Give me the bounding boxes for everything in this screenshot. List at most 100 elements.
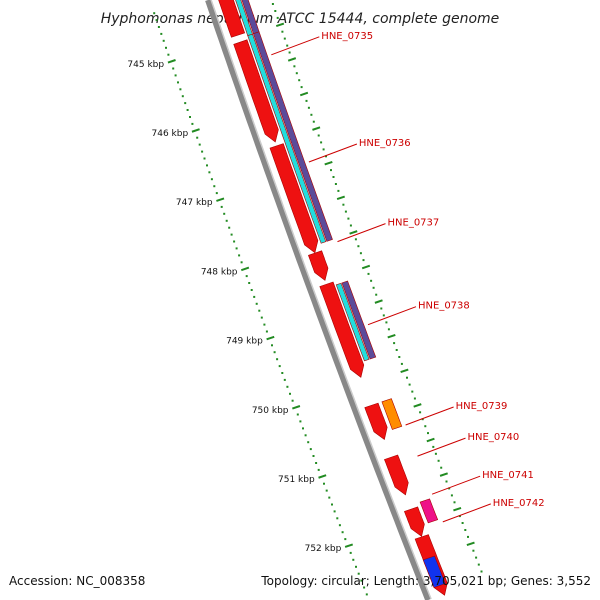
outer-tick xyxy=(439,472,448,477)
minor-tick xyxy=(307,441,310,444)
outer-minor-tick xyxy=(408,383,411,386)
purple-track-segment xyxy=(253,31,333,242)
kbp-label: 746 kbp xyxy=(152,129,189,139)
outer-minor-tick xyxy=(461,522,464,524)
minor-tick xyxy=(349,551,352,554)
major-tick xyxy=(191,128,200,133)
outer-minor-tick xyxy=(286,44,289,47)
minor-tick xyxy=(220,205,223,208)
minor-tick xyxy=(302,427,304,430)
gene-leader-line xyxy=(367,306,417,326)
minor-tick xyxy=(213,185,216,188)
minor-tick xyxy=(191,122,194,125)
outer-minor-tick xyxy=(298,79,301,82)
minor-tick xyxy=(157,26,160,28)
minor-tick xyxy=(365,593,368,596)
orange-feature xyxy=(381,398,403,430)
minor-tick xyxy=(323,482,325,485)
outer-minor-tick xyxy=(347,217,350,220)
outer-minor-tick xyxy=(458,515,461,518)
major-tick xyxy=(344,543,354,548)
cds-feature xyxy=(308,250,329,281)
outer-minor-tick xyxy=(467,535,469,538)
outer-minor-tick xyxy=(375,293,378,296)
outer-minor-tick xyxy=(472,549,475,552)
outer-minor-tick xyxy=(325,155,327,158)
outer-tick xyxy=(349,230,358,235)
minor-tick xyxy=(253,295,256,298)
kbp-label: 745 kbp xyxy=(127,60,164,70)
minor-tick xyxy=(233,240,236,243)
major-tick xyxy=(292,405,301,410)
minor-tick xyxy=(225,219,228,222)
outer-minor-tick xyxy=(317,134,320,137)
minor-tick xyxy=(174,74,177,77)
minor-tick xyxy=(258,309,261,312)
outer-minor-tick xyxy=(337,189,340,192)
outer-minor-tick xyxy=(432,445,435,448)
outer-minor-tick xyxy=(448,487,451,490)
outer-minor-tick xyxy=(320,141,323,144)
cyan-track-segment xyxy=(247,33,327,244)
outer-minor-tick xyxy=(398,356,401,358)
outer-minor-tick xyxy=(307,106,310,109)
minor-tick xyxy=(265,330,268,333)
minor-tick xyxy=(333,510,336,513)
minor-tick xyxy=(189,116,191,118)
minor-tick xyxy=(289,392,291,395)
kbp-label: 750 kbp xyxy=(252,406,289,416)
kbp-label: 751 kbp xyxy=(278,475,315,485)
outer-minor-tick xyxy=(445,480,448,483)
gene-label: HNE_0736 xyxy=(359,138,411,149)
kbp-label: 749 kbp xyxy=(226,337,263,347)
gene-labels: HNE_0735 HNE_0736 HNE_0737 HNE_0738 HNE_0739… xyxy=(271,31,545,523)
minor-tick xyxy=(341,531,344,534)
outer-tick xyxy=(466,541,475,547)
outer-minor-tick xyxy=(367,272,370,275)
outer-tick xyxy=(387,333,396,339)
minor-tick xyxy=(296,413,299,416)
minor-tick xyxy=(181,95,184,98)
outer-minor-tick xyxy=(283,37,286,40)
gene-leader-line xyxy=(442,503,491,523)
outer-minor-tick xyxy=(354,238,357,241)
minor-tick xyxy=(184,102,187,105)
outer-tick xyxy=(324,160,333,166)
minor-tick xyxy=(344,538,347,541)
outer-minor-tick xyxy=(395,349,398,351)
minor-tick xyxy=(203,157,206,160)
minor-tick xyxy=(352,558,355,561)
cds-feature xyxy=(269,143,319,254)
minor-tick xyxy=(155,19,158,22)
minor-tick xyxy=(186,109,189,111)
outer-minor-tick xyxy=(312,120,315,123)
outer-minor-tick xyxy=(413,397,416,400)
outer-minor-tick xyxy=(372,286,375,289)
minor-tick xyxy=(283,378,286,381)
minor-tick xyxy=(304,434,307,437)
outer-minor-tick xyxy=(295,72,298,75)
gene-label: HNE_0742 xyxy=(493,498,545,509)
outer-minor-tick xyxy=(281,30,284,33)
minor-tick xyxy=(276,358,279,361)
outer-minor-tick xyxy=(380,307,383,310)
outer-minor-tick xyxy=(387,328,390,331)
outer-tick xyxy=(299,91,309,97)
outer-minor-tick xyxy=(305,99,308,102)
minor-tick xyxy=(299,420,302,423)
outer-minor-tick xyxy=(453,501,456,504)
purple-track-segment xyxy=(341,280,377,360)
outer-tick xyxy=(312,126,321,131)
outer-tick xyxy=(413,403,422,408)
outer-minor-tick xyxy=(276,16,279,19)
minor-tick xyxy=(336,517,339,520)
outer-minor-tick xyxy=(330,169,332,172)
minor-tick xyxy=(196,136,199,139)
minor-tick xyxy=(328,496,331,499)
feature-tracks xyxy=(218,0,448,596)
outer-minor-tick xyxy=(344,210,347,213)
minor-tick xyxy=(245,275,248,278)
gene-leader-line xyxy=(417,437,466,457)
outer-minor-tick xyxy=(385,321,388,324)
map-title: Hyphomonas neptunium ATCC 15444, complet… xyxy=(101,11,500,27)
